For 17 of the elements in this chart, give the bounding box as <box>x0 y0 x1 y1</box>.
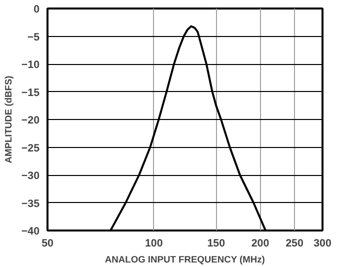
x-axis-title: ANALOG INPUT FREQUENCY (MHz) <box>104 254 265 264</box>
y-axis-title: AMPLITUDE (dBFS) <box>3 76 14 164</box>
y-tick-label: −15 <box>21 86 40 99</box>
y-tick-label: −25 <box>21 142 40 154</box>
y-tick-label: −40 <box>21 226 40 238</box>
x-tick-label: 150 <box>207 238 226 250</box>
y-tick-label: −35 <box>21 198 40 210</box>
x-tick-label: 200 <box>251 238 270 250</box>
y-tick-label: −20 <box>21 114 40 126</box>
x-tick-label: 300 <box>314 238 332 250</box>
y-tick-label: −30 <box>21 170 40 182</box>
x-tick-label: 50 <box>42 238 54 250</box>
y-tick-label: 0 <box>34 4 40 16</box>
y-tick-label: −5 <box>27 31 40 44</box>
y-tick-label: −10 <box>21 59 40 71</box>
x-tick-label: 100 <box>144 238 163 250</box>
x-tick-label: 250 <box>286 238 304 250</box>
